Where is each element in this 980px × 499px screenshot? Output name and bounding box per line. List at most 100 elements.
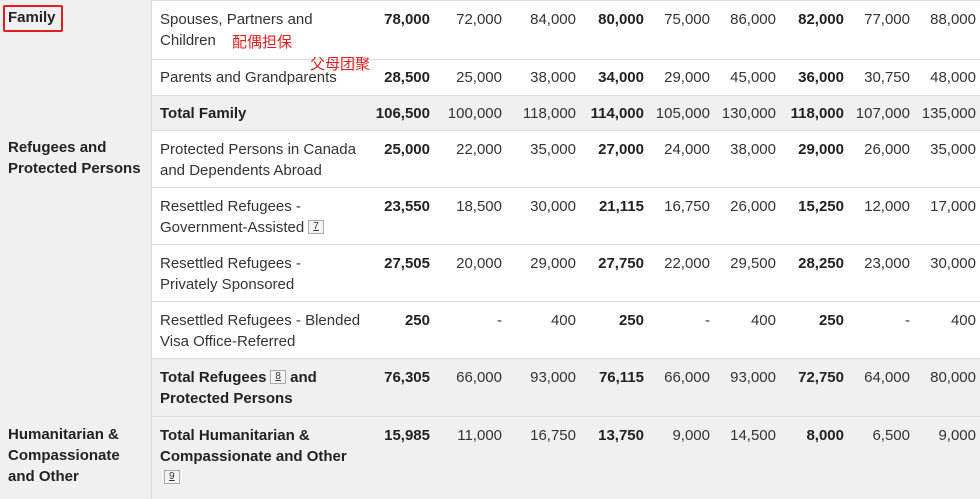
table-cell: 24,000 <box>664 141 710 158</box>
table-cell: 16,750 <box>530 427 576 444</box>
table-cell: 118,000 <box>790 105 844 122</box>
table-cell: 77,000 <box>864 11 910 28</box>
row-label: Resettled Refugees - Government-Assisted… <box>160 196 360 238</box>
table-cell: 76,305 <box>384 369 430 386</box>
table-cell: 250 <box>818 312 844 329</box>
table-cell: 35,000 <box>530 141 576 158</box>
table-cell: 6,500 <box>872 427 910 444</box>
row-label: Protected Persons in Canada and Dependen… <box>160 141 356 179</box>
table-cell: 22,000 <box>664 255 710 272</box>
table-cell: 25,000 <box>456 69 502 86</box>
table-cell: 72,000 <box>456 11 502 28</box>
table-cell: 38,000 <box>730 141 776 158</box>
table-cell: 27,505 <box>384 255 430 272</box>
table-cell: 48,000 <box>930 69 976 86</box>
table-cell: 21,115 <box>598 198 644 215</box>
table-row: Resettled Refugees - Blended Visa Office… <box>152 302 980 359</box>
row-label: Spouses, Partners and Children <box>160 11 313 49</box>
table-cell: 15,985 <box>384 427 430 444</box>
table-cell: 135,000 <box>921 105 976 122</box>
table-cell: 8,000 <box>806 427 844 444</box>
table-cell: 45,000 <box>730 69 776 86</box>
category-humanitarian: Humanitarian & Compassionate and Other <box>0 417 152 499</box>
table-cell: 100,000 <box>447 105 502 122</box>
table-cell: - <box>905 312 910 329</box>
table-cell: 27,000 <box>598 141 644 158</box>
category-label: Family <box>8 9 56 26</box>
table-cell: 12,000 <box>864 198 910 215</box>
table-cell: - <box>705 312 710 329</box>
table-row-total: Total Refugees 8 and Protected Persons 76… <box>152 359 980 417</box>
table-cell: 250 <box>618 312 644 329</box>
table-cell: 76,115 <box>598 369 644 386</box>
highlight-box <box>3 5 63 32</box>
table-cell: 72,750 <box>798 369 844 386</box>
table-cell: 250 <box>404 312 430 329</box>
table-cell: 400 <box>550 312 576 329</box>
table-row-total: Total Humanitarian & Compassionate and O… <box>152 417 980 499</box>
table-cell: 93,000 <box>530 369 576 386</box>
table-cell: 18,500 <box>456 198 502 215</box>
table-cell: 30,000 <box>930 255 976 272</box>
table-cell: 84,000 <box>530 11 576 28</box>
table-cell: 130,000 <box>721 105 776 122</box>
row-label: Total Humanitarian & Compassionate and O… <box>160 427 347 484</box>
table-cell: 13,750 <box>598 427 644 444</box>
table-cell: 36,000 <box>798 69 844 86</box>
table-cell: 28,500 <box>384 69 430 86</box>
table-cell: 106,500 <box>375 105 430 122</box>
table-cell: 107,000 <box>855 105 910 122</box>
table-cell: 64,000 <box>864 369 910 386</box>
table-cell: 11,000 <box>457 427 502 444</box>
table-row: Resettled Refugees - Government-Assisted… <box>152 188 980 245</box>
table-cell: 27,750 <box>598 255 644 272</box>
table-row: Spouses, Partners and Children 78,000 72… <box>152 0 980 60</box>
table-cell: 15,250 <box>798 198 844 215</box>
table-cell: 28,250 <box>798 255 844 272</box>
table-cell: - <box>497 312 502 329</box>
table-cell: 29,500 <box>730 255 776 272</box>
table-row: Parents and Grandparents 28,500 25,000 3… <box>152 60 980 96</box>
table-cell: 23,550 <box>384 198 430 215</box>
row-label: Total Refugees 8 and Protected Persons <box>160 369 317 407</box>
table-cell: 66,000 <box>456 369 502 386</box>
table-cell: 29,000 <box>530 255 576 272</box>
table-cell: 114,000 <box>590 105 644 122</box>
table-cell: 30,000 <box>530 198 576 215</box>
table-cell: 30,750 <box>864 69 910 86</box>
table-cell: 29,000 <box>798 141 844 158</box>
table-cell: 34,000 <box>598 69 644 86</box>
table-cell: 29,000 <box>664 69 710 86</box>
table-row: Resettled Refugees - Privately Sponsored… <box>152 245 980 302</box>
table-cell: 80,000 <box>598 11 644 28</box>
category-family: Family <box>0 0 152 130</box>
table-cell: 9,000 <box>672 427 710 444</box>
table-cell: 88,000 <box>930 11 976 28</box>
table-cell: 9,000 <box>938 427 976 444</box>
category-refugees: Refugees and Protected Persons <box>0 130 152 417</box>
table-cell: 118,000 <box>522 105 576 122</box>
table-cell: 82,000 <box>798 11 844 28</box>
footnote-link[interactable]: 9 <box>164 470 180 484</box>
table-row-total: Total Family 106,500 100,000 118,000 114… <box>152 96 980 131</box>
table-cell: 93,000 <box>730 369 776 386</box>
table-cell: 78,000 <box>384 11 430 28</box>
table-cell: 35,000 <box>930 141 976 158</box>
table-cell: 14,500 <box>730 427 776 444</box>
row-label: Resettled Refugees - Blended Visa Office… <box>160 312 361 350</box>
category-label: Refugees and Protected Persons <box>8 139 141 177</box>
footnote-link[interactable]: 8 <box>270 370 286 384</box>
footnote-link[interactable]: 7 <box>308 220 324 234</box>
table-cell: 20,000 <box>456 255 502 272</box>
table-cell: 26,000 <box>730 198 776 215</box>
table-cell: 400 <box>950 312 976 329</box>
table-cell: 23,000 <box>864 255 910 272</box>
table-cell: 38,000 <box>530 69 576 86</box>
table-cell: 66,000 <box>664 369 710 386</box>
table-cell: 75,000 <box>664 11 710 28</box>
table-cell: 16,750 <box>664 198 710 215</box>
category-label: Humanitarian & Compassionate and Other <box>8 426 120 485</box>
table-cell: 25,000 <box>384 141 430 158</box>
row-label: Total Family <box>160 105 247 122</box>
